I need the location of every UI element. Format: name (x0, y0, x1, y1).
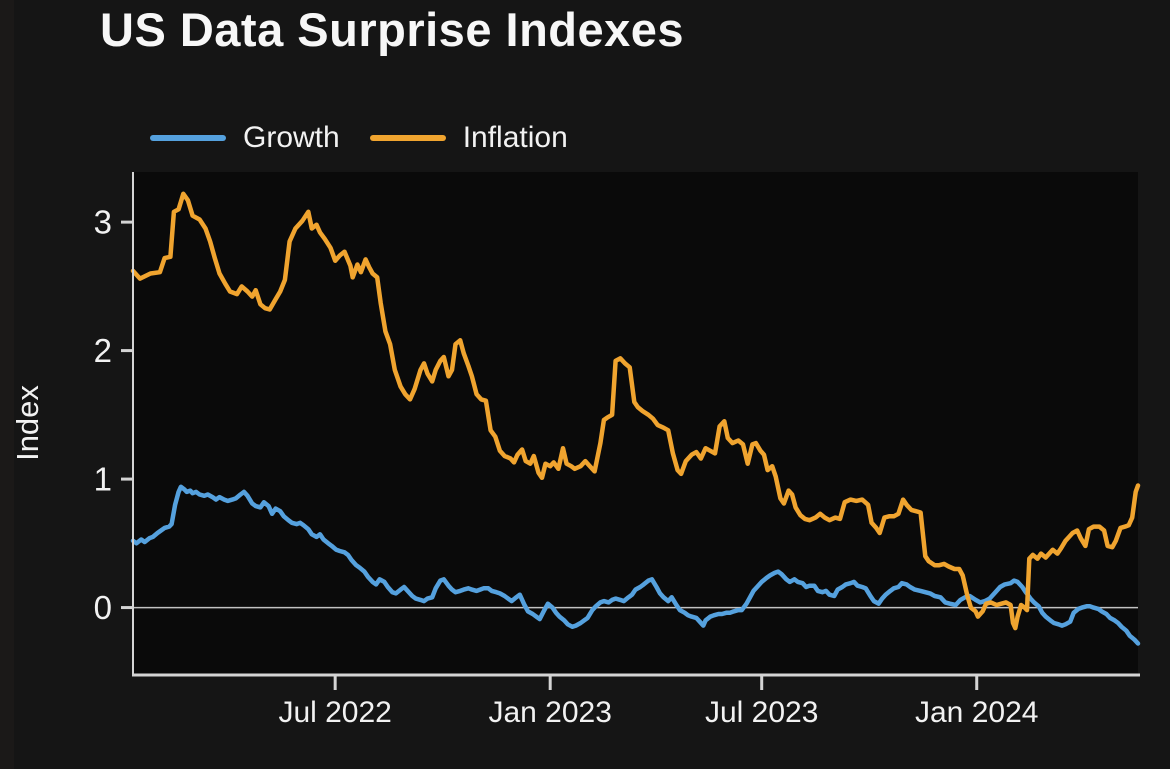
left-margin-strip (0, 0, 14, 769)
x-tick-label: Jul 2022 (278, 696, 391, 729)
growth-line (130, 484, 1141, 646)
x-tick-label: Jan 2023 (488, 696, 611, 729)
x-tick-label: Jan 2024 (915, 696, 1038, 729)
legend-inflation-swatch (369, 135, 446, 141)
y-tick-label: 2 (94, 332, 112, 369)
chart-title: US Data Surprise Indexes (100, 3, 685, 56)
y-tick-label: 3 (94, 204, 112, 241)
legend-growth-label: Growth (243, 121, 340, 154)
legend-growth-swatch (150, 135, 226, 141)
legend-inflation-label: Inflation (462, 121, 568, 154)
legend: Growth Inflation (150, 121, 598, 154)
y-tick-label: 1 (94, 461, 112, 498)
y-tick-label: 0 (94, 589, 112, 626)
x-tick-label: Jul 2023 (705, 696, 818, 729)
inflation-line (130, 191, 1141, 631)
